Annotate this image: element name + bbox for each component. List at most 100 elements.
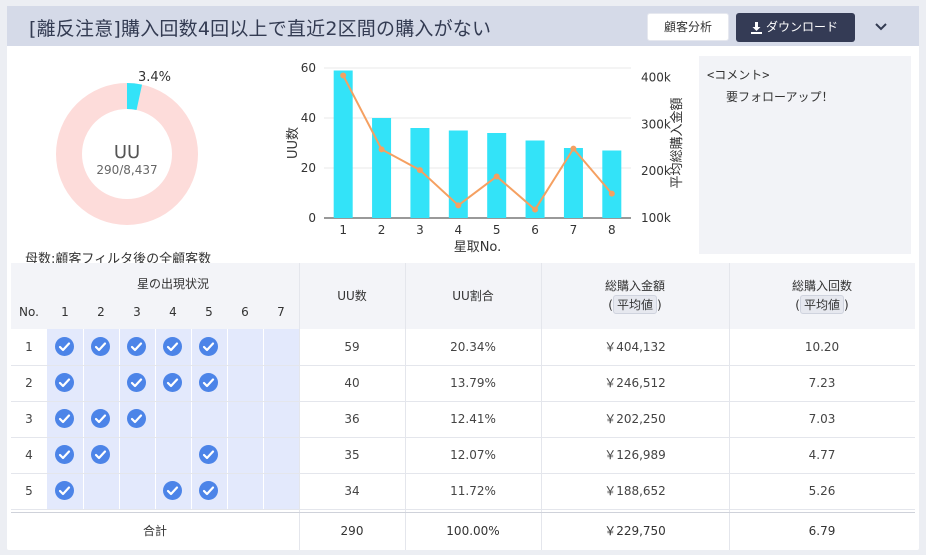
bar-6[interactable] [525, 140, 545, 219]
bar-1[interactable] [333, 70, 353, 219]
check-circle-icon [163, 481, 182, 500]
bar-8[interactable] [602, 150, 622, 219]
card-header: [離反注意]購入回数4回以上で直近2区間の購入がない 顧客分析 ダウンロード [7, 6, 919, 46]
report-card: [離反注意]購入回数4回以上で直近2区間の購入がない 顧客分析 ダウンロード 3… [7, 6, 919, 550]
total-amount-cell: ￥246,512 [604, 376, 666, 390]
customer-analysis-button[interactable]: 顧客分析 [647, 13, 729, 41]
total-count-cell: 10.20 [804, 340, 840, 354]
paren-open: ( [795, 298, 800, 312]
uu-amount-combo-chart: 0 20 40 60 100k 200k 300k 400k 1 2 3 4 5 6 7 8 星取No. UU数 平… [286, 61, 685, 255]
star-column-divider [83, 329, 84, 509]
amount-point-3[interactable] [416, 167, 423, 174]
bar-2[interactable] [372, 118, 392, 218]
star-column-1: 1 [61, 305, 69, 319]
x-tick-label: 5 [493, 223, 501, 237]
star-column-5: 5 [205, 305, 213, 319]
amount-point-1[interactable] [340, 72, 347, 79]
check-circle-icon [199, 373, 218, 392]
donut-chart [56, 83, 198, 225]
amount-point-5[interactable] [493, 173, 500, 180]
y-tick-label: 40 [301, 111, 316, 125]
uu-cell: 35 [344, 448, 360, 462]
check-circle-icon [91, 409, 110, 428]
check-circle-icon [163, 373, 182, 392]
total-count-cell: 5.26 [808, 484, 836, 498]
comment-box: <コメント> 要フォローアップ！ [699, 56, 911, 254]
amount-point-8[interactable] [608, 190, 615, 197]
download-button[interactable]: ダウンロード [736, 13, 855, 42]
check-circle-icon [55, 481, 74, 500]
avg-badge: 平均値 [612, 295, 657, 314]
star-column-3: 3 [133, 305, 141, 319]
bar-7[interactable] [563, 148, 583, 218]
total-count-cell: 4.77 [808, 448, 836, 462]
y-tick-label: 60 [301, 61, 316, 75]
y2-tick-label: 200k [641, 164, 671, 178]
row-no: 5 [25, 484, 33, 498]
star-column-divider [191, 329, 192, 509]
chevron-down-icon[interactable] [873, 18, 889, 34]
check-circle-icon [91, 337, 110, 356]
amount-line [342, 74, 613, 212]
download-icon [751, 22, 762, 34]
total-divider [11, 512, 915, 513]
comment-body: 要フォローアップ！ [726, 90, 834, 104]
star-column-4: 4 [169, 305, 177, 319]
paren-close: ) [657, 298, 662, 312]
paren-open: ( [608, 298, 613, 312]
star-column-7: 7 [277, 305, 285, 319]
total-count-cell: 7.23 [808, 376, 836, 390]
x-tick-label: 6 [531, 223, 539, 237]
total-amount-header: 総購入金額 [604, 279, 665, 293]
uu-cell: 40 [344, 376, 360, 390]
check-circle-icon [127, 409, 146, 428]
no-header: No. [19, 305, 39, 319]
uu-ratio-cell: 20.34% [450, 340, 496, 354]
check-circle-icon [127, 373, 146, 392]
total-amount-cell: ￥404,132 [604, 340, 666, 354]
table-header [11, 263, 915, 329]
y-axis-title: UU数 [286, 127, 301, 159]
donut-center-label: UU [113, 142, 141, 163]
row-divider [11, 509, 915, 510]
total-count-cell: 7.03 [808, 412, 836, 426]
row-no: 2 [25, 376, 33, 390]
amount-point-7[interactable] [570, 145, 577, 152]
download-button-label: ダウンロード [766, 20, 839, 34]
donut-segment [126, 83, 143, 111]
x-tick-label: 8 [608, 223, 616, 237]
check-circle-icon [91, 445, 110, 464]
uu-cell: 36 [344, 412, 360, 426]
amount-point-4[interactable] [455, 202, 462, 209]
row-no: 4 [25, 448, 33, 462]
column-divider [405, 263, 406, 550]
amount-point-2[interactable] [378, 146, 385, 153]
check-circle-icon [55, 373, 74, 392]
y2-axis-title: 平均総購入金額 [669, 97, 685, 188]
column-divider [729, 263, 730, 550]
check-circle-icon [55, 445, 74, 464]
row-no: 1 [25, 340, 33, 354]
column-divider [299, 263, 300, 550]
star-column-divider [263, 329, 264, 509]
bar-4[interactable] [448, 130, 468, 219]
star-group-header: 星の出現状況 [136, 277, 209, 291]
uu-ratio-cell: 12.41% [450, 412, 496, 426]
check-circle-icon [199, 481, 218, 500]
x-tick-label: 1 [339, 223, 347, 237]
total-count-avg: (平均値) [729, 295, 915, 314]
y2-tick-label: 400k [641, 70, 671, 84]
amount-point-6[interactable] [532, 206, 539, 213]
uu-cell: 34 [344, 484, 360, 498]
x-tick-label: 2 [378, 223, 386, 237]
x-tick-label: 7 [570, 223, 578, 237]
y2-tick-label: 300k [641, 117, 671, 131]
total-count-header: 総購入回数 [791, 279, 852, 293]
check-circle-icon [199, 337, 218, 356]
star-column-divider [227, 329, 228, 509]
check-circle-icon [163, 337, 182, 356]
total-uu: 290 [340, 524, 364, 538]
page-title: [離反注意]購入回数4回以上で直近2区間の購入がない [29, 18, 492, 40]
total-amount: ￥229,750 [604, 524, 666, 538]
x-tick-label: 4 [454, 223, 462, 237]
